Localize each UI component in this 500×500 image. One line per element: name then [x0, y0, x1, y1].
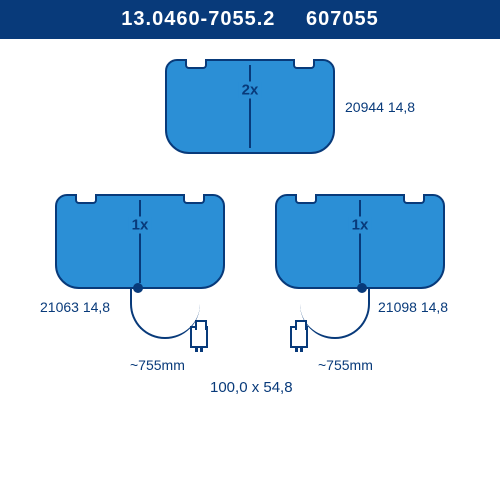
pad-notch [183, 194, 205, 204]
pad-notch [185, 59, 207, 69]
sensor-plug-left [190, 326, 208, 348]
plug-pin [200, 346, 203, 352]
brake-pad-top: 2x [165, 59, 335, 154]
brake-pad-right: 1x [275, 194, 445, 289]
pad-notch [293, 59, 315, 69]
header-bar: 13.0460-7055.2 607055 [0, 0, 500, 39]
brake-pad-left: 1x [55, 194, 225, 289]
sensor-wire-right [300, 289, 370, 339]
pad-notch [295, 194, 317, 204]
pad-qty: 1x [129, 217, 152, 234]
pad-qty: 2x [239, 82, 262, 99]
short-code: 607055 [306, 8, 379, 30]
plug-pin [295, 346, 298, 352]
pad-code-label: 21063 14,8 [40, 299, 110, 315]
plug-pin [300, 346, 303, 352]
wire-length-label: ~755mm [318, 357, 373, 373]
pad-notch [403, 194, 425, 204]
sensor-plug-right [290, 326, 308, 348]
pad-code-label: 21098 14,8 [378, 299, 448, 315]
dimensions-label: 100,0 x 54,8 [210, 379, 293, 396]
pad-qty: 1x [349, 217, 372, 234]
pad-notch [75, 194, 97, 204]
wire-length-label: ~755mm [130, 357, 185, 373]
pad-divider [139, 200, 141, 283]
plug-pin [195, 346, 198, 352]
pad-divider [359, 200, 361, 283]
diagram-canvas: 2x 20944 14,8 1x 21063 14,8 1x 21098 14,… [0, 39, 500, 439]
pad-code-label: 20944 14,8 [345, 99, 415, 115]
pad-divider [249, 65, 251, 148]
part-number: 13.0460-7055.2 [121, 8, 275, 30]
